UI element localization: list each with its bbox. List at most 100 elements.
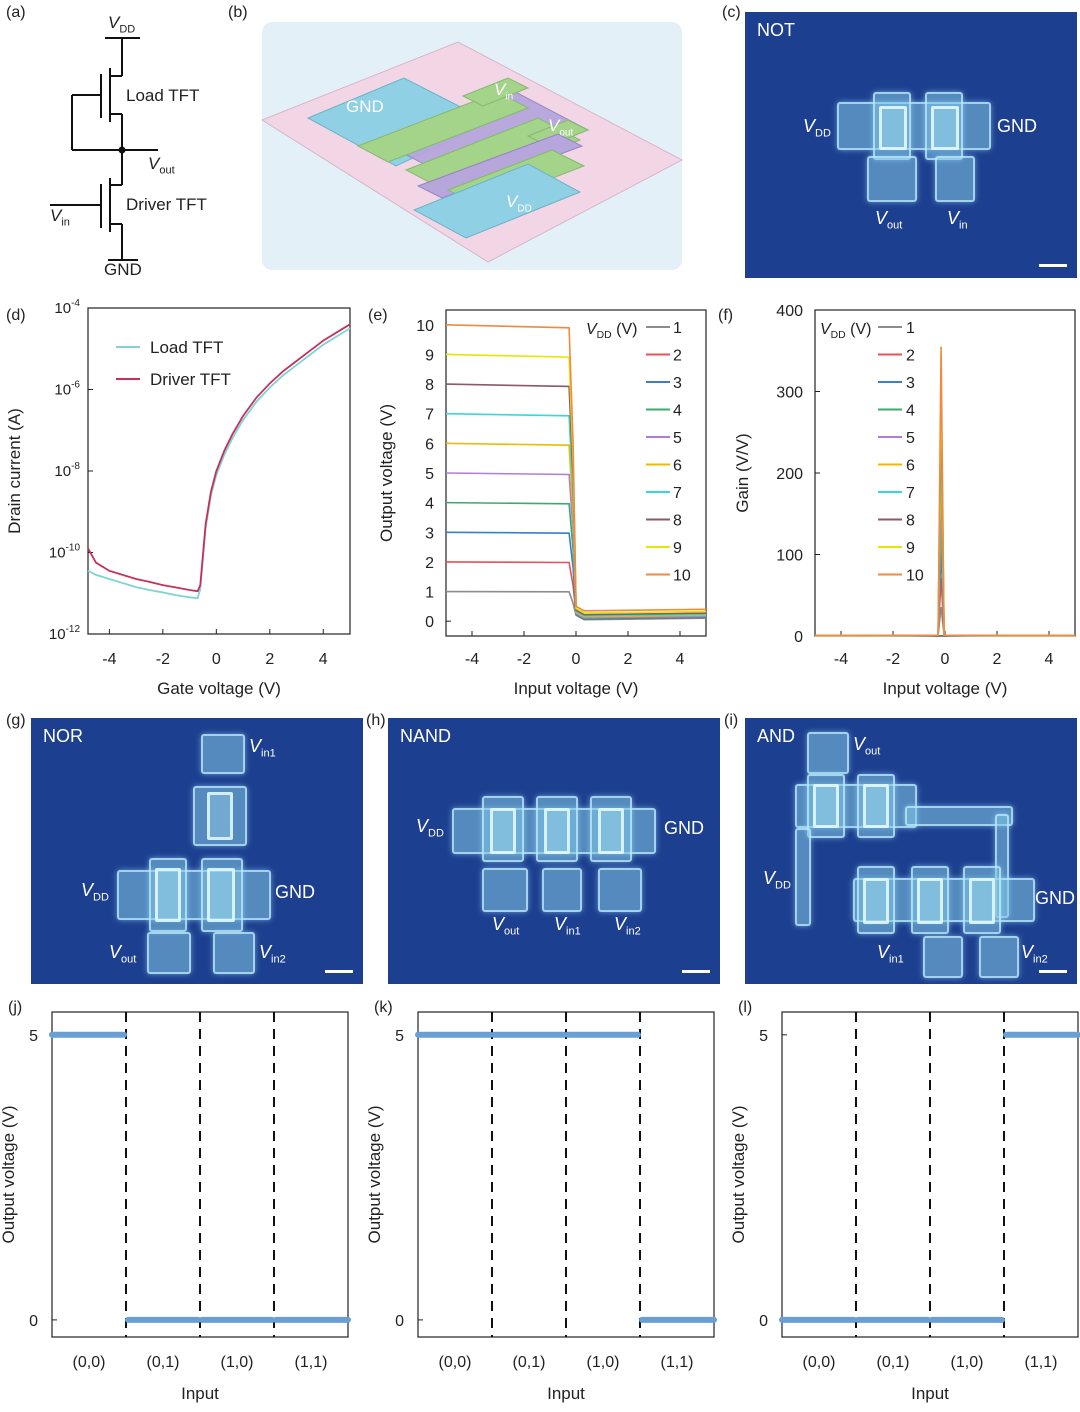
- device-gnd-label: GND: [346, 97, 384, 116]
- chart-e-ytick-label: 0: [425, 614, 434, 631]
- chart-logic-xlabel: Input: [181, 1384, 219, 1403]
- vdd-label: VDD: [763, 868, 791, 892]
- panel-b: (b) GND Vin Vout VDD: [228, 0, 728, 290]
- chart-f-legend-label: 10: [906, 568, 924, 585]
- chart-f-series-line: [814, 375, 1076, 637]
- vin2-pad: [979, 936, 1019, 978]
- gnd-rail: [117, 870, 271, 920]
- chart-logic-xtick-label: (1,0): [587, 1354, 620, 1371]
- chart-e-series-line: [445, 472, 707, 619]
- chart-e-series-line: [445, 590, 707, 621]
- panel-b-label: (b): [228, 4, 248, 21]
- chart-f-ylabel: Gain (V/V): [733, 433, 752, 512]
- chart-f-series-line: [814, 346, 1076, 637]
- chart-e-legend-label: 10: [673, 568, 691, 585]
- chart-logic-ytick-label: 5: [759, 1028, 768, 1045]
- vout-label: Vout: [148, 154, 175, 177]
- gnd-label: GND: [664, 818, 704, 838]
- vin1-label: Vin1: [554, 914, 581, 938]
- chart-f-legend-label: 8: [906, 513, 915, 530]
- micrograph-title: NAND: [400, 726, 452, 746]
- chart-d-xtick-label: 2: [265, 651, 274, 668]
- chart-f-legend-label: 1: [906, 320, 915, 337]
- chart-d-ylabel: Drain current (A): [5, 408, 24, 534]
- gnd-label: GND: [1035, 888, 1075, 908]
- vout-pad: [147, 932, 191, 974]
- driver-channel: [931, 106, 959, 150]
- device-3d-schematic: [260, 41, 684, 263]
- and-gate-micrograph: AND Vout VDD GND Vin1 Vin2: [745, 718, 1077, 984]
- vin-label: Vin: [50, 206, 70, 229]
- chart-f-legend-label: 5: [906, 430, 915, 447]
- panel-l-label: (l): [738, 999, 752, 1016]
- chart-logic-xtick-label: (1,1): [1025, 1354, 1058, 1371]
- driver-tft-label: Driver TFT: [126, 195, 207, 214]
- vout-pad: [482, 868, 528, 912]
- chart-f-series-line: [814, 433, 1076, 637]
- panel-k-label: (k): [374, 999, 393, 1016]
- top-channel1: [813, 784, 839, 828]
- chart-logic-frame: [781, 1011, 1079, 1338]
- vin-label: Vin: [947, 208, 968, 232]
- chart-e-ylabel: Output voltage (V): [377, 404, 396, 542]
- chart-f-ytick-label: 400: [776, 303, 803, 320]
- tft3-channel: [598, 808, 624, 854]
- chart-logic-xtick-label: (0,0): [439, 1354, 472, 1371]
- chart-e-xtick-label: 2: [624, 651, 633, 668]
- chart-e-series-line: [445, 531, 707, 620]
- chart-d-xlabel: Gate voltage (V): [157, 679, 281, 698]
- device-vout-label: Vout: [548, 116, 574, 139]
- chart-e-legend-title: VDD (V): [586, 321, 637, 341]
- vdd-label: VDD: [81, 880, 109, 904]
- vin2-pad: [598, 868, 642, 912]
- chart-logic-ytick-label: 5: [29, 1028, 38, 1045]
- chart-f-legend-label: 9: [906, 540, 915, 557]
- chart-e-ytick-label: 10: [416, 318, 434, 335]
- chart-f-series-line: [814, 549, 1076, 637]
- chart-f-series-line: [814, 462, 1076, 637]
- chart-e-legend-label: 5: [673, 430, 682, 447]
- left-channel: [155, 868, 181, 922]
- chart-f-legend-label: 3: [906, 375, 915, 392]
- chart-e-ytick-label: 7: [425, 407, 434, 424]
- vin-pad: [935, 156, 975, 202]
- chart-e-legend-label: 8: [673, 513, 682, 530]
- chart-f-legend-label: 7: [906, 485, 915, 502]
- tft2-channel: [544, 808, 570, 854]
- chart-logic-xtick-label: (0,1): [147, 1354, 180, 1371]
- vin1-pad: [201, 734, 245, 774]
- bottom-channel2: [917, 878, 943, 924]
- vdd-label: VDD: [803, 116, 831, 140]
- bottom-channel1: [863, 878, 889, 924]
- inverter-circuit-diagram: [50, 37, 158, 261]
- micrograph-title: NOR: [43, 726, 83, 746]
- chart-f-series-line: [814, 578, 1076, 637]
- gnd-label: GND: [104, 260, 142, 279]
- gnd-label: GND: [997, 116, 1037, 136]
- panel-a-label: (a): [6, 4, 26, 21]
- scale-bar: [1039, 264, 1067, 267]
- chart-f-ytick-label: 0: [794, 629, 803, 646]
- chart-d-ytick-label: 10-12: [49, 624, 81, 643]
- chart-logic-ytick-label: 0: [759, 1313, 768, 1330]
- chart-logic-xtick-label: (1,1): [661, 1354, 694, 1371]
- chart-e-series-line: [445, 324, 707, 612]
- chart-e-legend-label: 9: [673, 540, 682, 557]
- chart-e-ytick-label: 8: [425, 377, 434, 394]
- chart-d-frame: [87, 307, 351, 635]
- chart-logic-frame: [417, 1011, 715, 1338]
- chart-d-ytick-label: 10-6: [54, 380, 80, 399]
- device-vin-label: Vin: [494, 80, 514, 103]
- vin2-label: Vin2: [259, 942, 286, 966]
- chart-f-series-line: [814, 520, 1076, 637]
- chart-d-legend-label: Driver TFT: [150, 370, 231, 389]
- chart-e-ytick-label: 5: [425, 466, 434, 483]
- panel-i-label: (i): [724, 712, 739, 729]
- chart-f-legend-label: 6: [906, 458, 915, 475]
- chart-logic-ytick-label: 5: [395, 1028, 404, 1045]
- chart-e-ytick-label: 1: [425, 585, 434, 602]
- chart-logic-ylabel: Output voltage (V): [365, 1106, 384, 1244]
- scale-bar: [682, 970, 710, 973]
- chart-e-series-line: [445, 442, 707, 618]
- vout-label: Vout: [853, 734, 881, 758]
